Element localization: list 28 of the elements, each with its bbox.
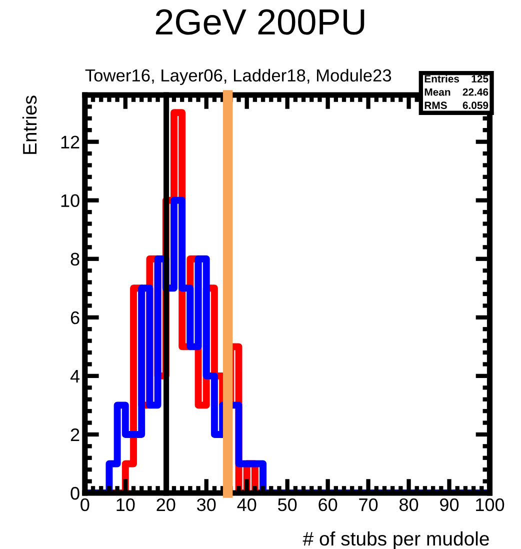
text: 125 [472, 75, 488, 83]
y-tick-label: 2 [70, 428, 80, 442]
text: Entries [424, 74, 460, 83]
annotation: 6.059 [462, 102, 488, 110]
y-tick-label: 6 [70, 311, 80, 324]
x-tick-label: 30 [197, 498, 216, 512]
y-tick-label: 10 [61, 194, 80, 208]
x-tick-label: 50 [278, 498, 297, 512]
x-tick-label: 40 [237, 498, 256, 512]
annotation: 22.46 [462, 88, 488, 96]
annotation: RMS [424, 102, 447, 110]
y-tick-label: 4 [70, 370, 80, 382]
x-tick-label: 70 [359, 498, 378, 512]
x-tick-label: 10 [116, 498, 135, 512]
y-tick-label: 0 [70, 486, 80, 500]
x-tick-label: 60 [318, 498, 338, 512]
chart-subtitle: Tower16, Layer06, Ladder18, Module23 [85, 68, 392, 86]
y-tick-label: 8 [70, 252, 80, 266]
x-tick-label: 90 [440, 498, 459, 512]
y-axis-title: Entries [22, 96, 37, 154]
chart-title: 2GeV 200PU [156, 9, 364, 35]
x-tick-label: 20 [156, 498, 176, 512]
x-axis-title: # of stubs per mudole [302, 531, 489, 549]
x-tick-label: 80 [400, 498, 418, 512]
x-tick-label: 100 [476, 498, 504, 512]
y-tick-label: 12 [61, 136, 80, 148]
x-tick-label: 0 [80, 498, 90, 512]
annotation: Mean [424, 88, 450, 96]
